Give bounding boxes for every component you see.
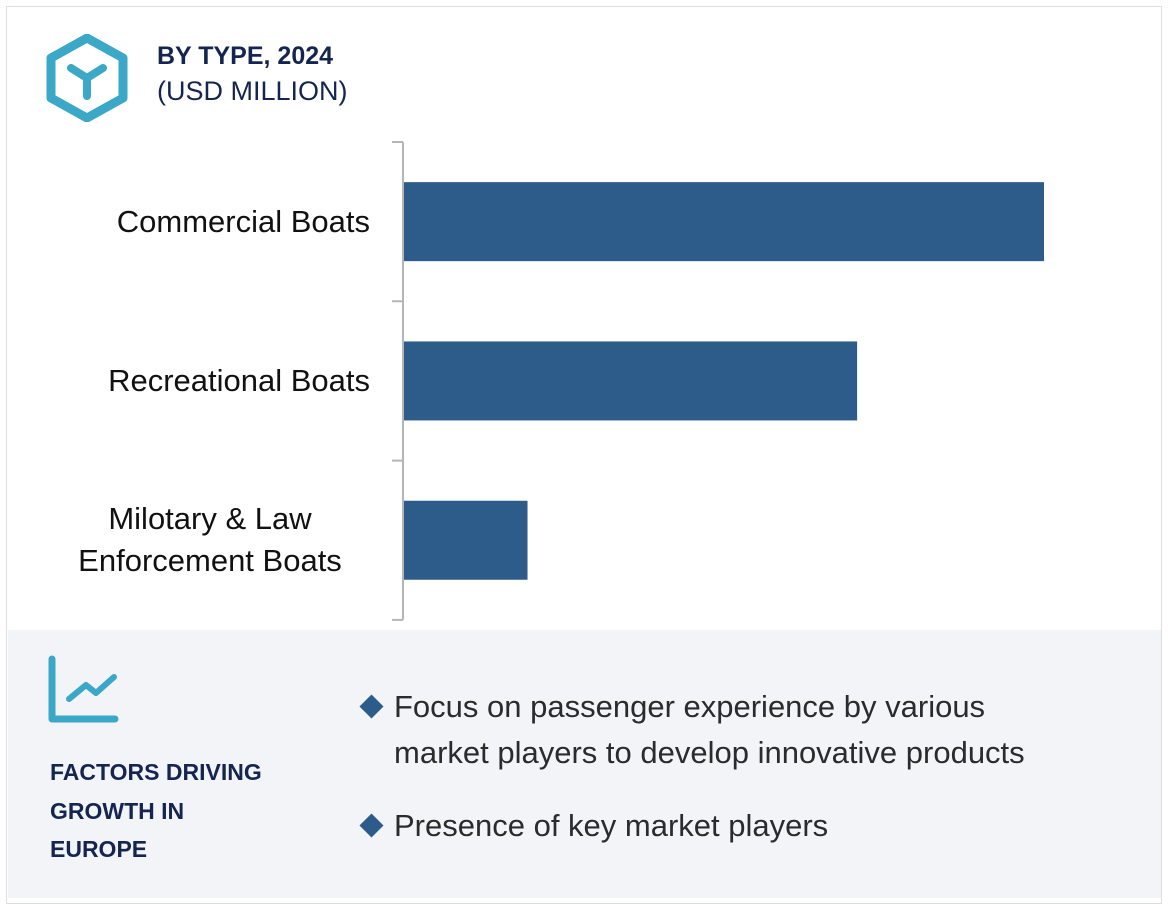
hexagon-y-icon: [46, 34, 128, 122]
bar-0: [404, 182, 1044, 262]
category-label-line: Recreational Boats: [108, 362, 370, 398]
bar-2: [404, 500, 528, 580]
bullet-text: Presence of key market players: [394, 808, 829, 843]
bar-1: [404, 341, 858, 421]
bullet-text: market players to develop innovative pro…: [394, 735, 1025, 770]
chart-title: BY TYPE, 2024: [157, 42, 334, 70]
bullet-text: Focus on passenger experience by various: [394, 689, 986, 724]
card-frame: [6, 6, 1162, 904]
line-chart-trend-icon: [48, 655, 119, 723]
chart-subtitle: (USD MILLION): [157, 76, 348, 106]
factors-heading: FACTORS DRIVING GROWTH IN EUROPE: [50, 753, 310, 869]
diamond-bullet-icon: [359, 694, 384, 719]
diamond-bullet-icon: [359, 813, 384, 838]
factors-heading-line: EUROPE: [50, 836, 148, 862]
factors-heading-line: FACTORS DRIVING: [50, 759, 262, 785]
bar-chart: [392, 141, 1044, 621]
category-label: Recreational Boats: [10, 360, 370, 402]
category-axis: [392, 141, 404, 621]
category-label-line: Commercial Boats: [116, 203, 370, 239]
category-label-line: Milotary & Law: [108, 501, 312, 537]
category-label: Milotary & Law Enforcement Boats: [50, 498, 370, 582]
category-label: Commercial Boats: [10, 201, 370, 243]
factors-heading-line: GROWTH IN: [50, 797, 185, 824]
bullet-item: Focus on passenger experience by various…: [358, 684, 1025, 776]
bullet-item: Presence of key market players: [358, 803, 828, 849]
category-label-line: Enforcement Boats: [78, 543, 342, 579]
factors-panel: [8, 630, 1161, 898]
